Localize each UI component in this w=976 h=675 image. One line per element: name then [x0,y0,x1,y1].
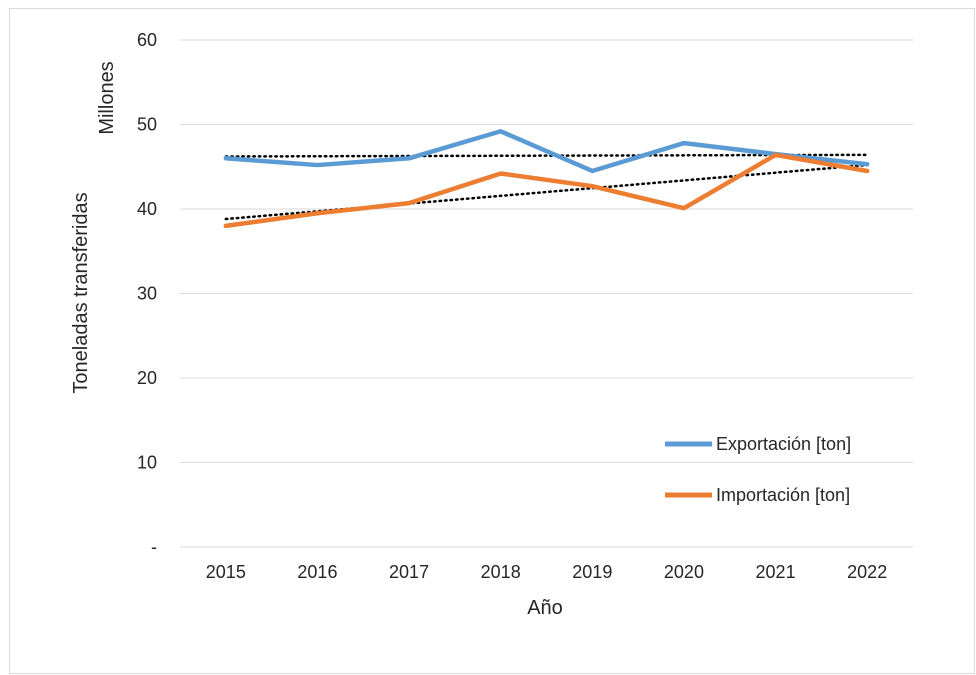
y-axis-title: Toneladas transferidas [70,192,92,393]
trendlines [224,153,869,221]
y-tick-label: 10 [137,453,157,473]
y-tick-labels: - 10 20 30 40 50 60 [137,30,157,557]
y-tick-label: 30 [137,284,157,304]
x-tick-label: 2016 [297,562,337,582]
trendline-exportacion [224,153,869,158]
legend-label-exportacion: Exportación [ton] [716,434,851,454]
x-tick-label: 2020 [664,562,704,582]
legend-label-importacion: Importación [ton] [716,485,850,505]
chart-frame [9,8,975,674]
x-axis-title: Año [527,597,563,619]
x-tick-label: 2018 [481,562,521,582]
y-axis-unit-label: Millones [96,61,118,134]
y-tick-label: 20 [137,368,157,388]
series-line-exportacion [223,129,870,174]
x-tick-label: 2021 [756,562,796,582]
x-tick-label: 2022 [847,562,887,582]
x-tick-label: 2015 [206,562,246,582]
x-tick-label: 2019 [572,562,612,582]
y-tick-label: 50 [137,115,157,135]
series-line-importacion [223,152,870,229]
y-tick-label: 60 [137,30,157,50]
series-lines [223,129,870,229]
gridlines [180,39,913,548]
x-tick-label: 2017 [389,562,429,582]
x-tick-labels: 2015 2016 2017 2018 2019 2020 2021 2022 [206,562,887,582]
y-tick-label: 40 [137,199,157,219]
y-tick-label: - [151,537,157,557]
legend: Exportación [ton] Importación [ton] [665,434,851,505]
